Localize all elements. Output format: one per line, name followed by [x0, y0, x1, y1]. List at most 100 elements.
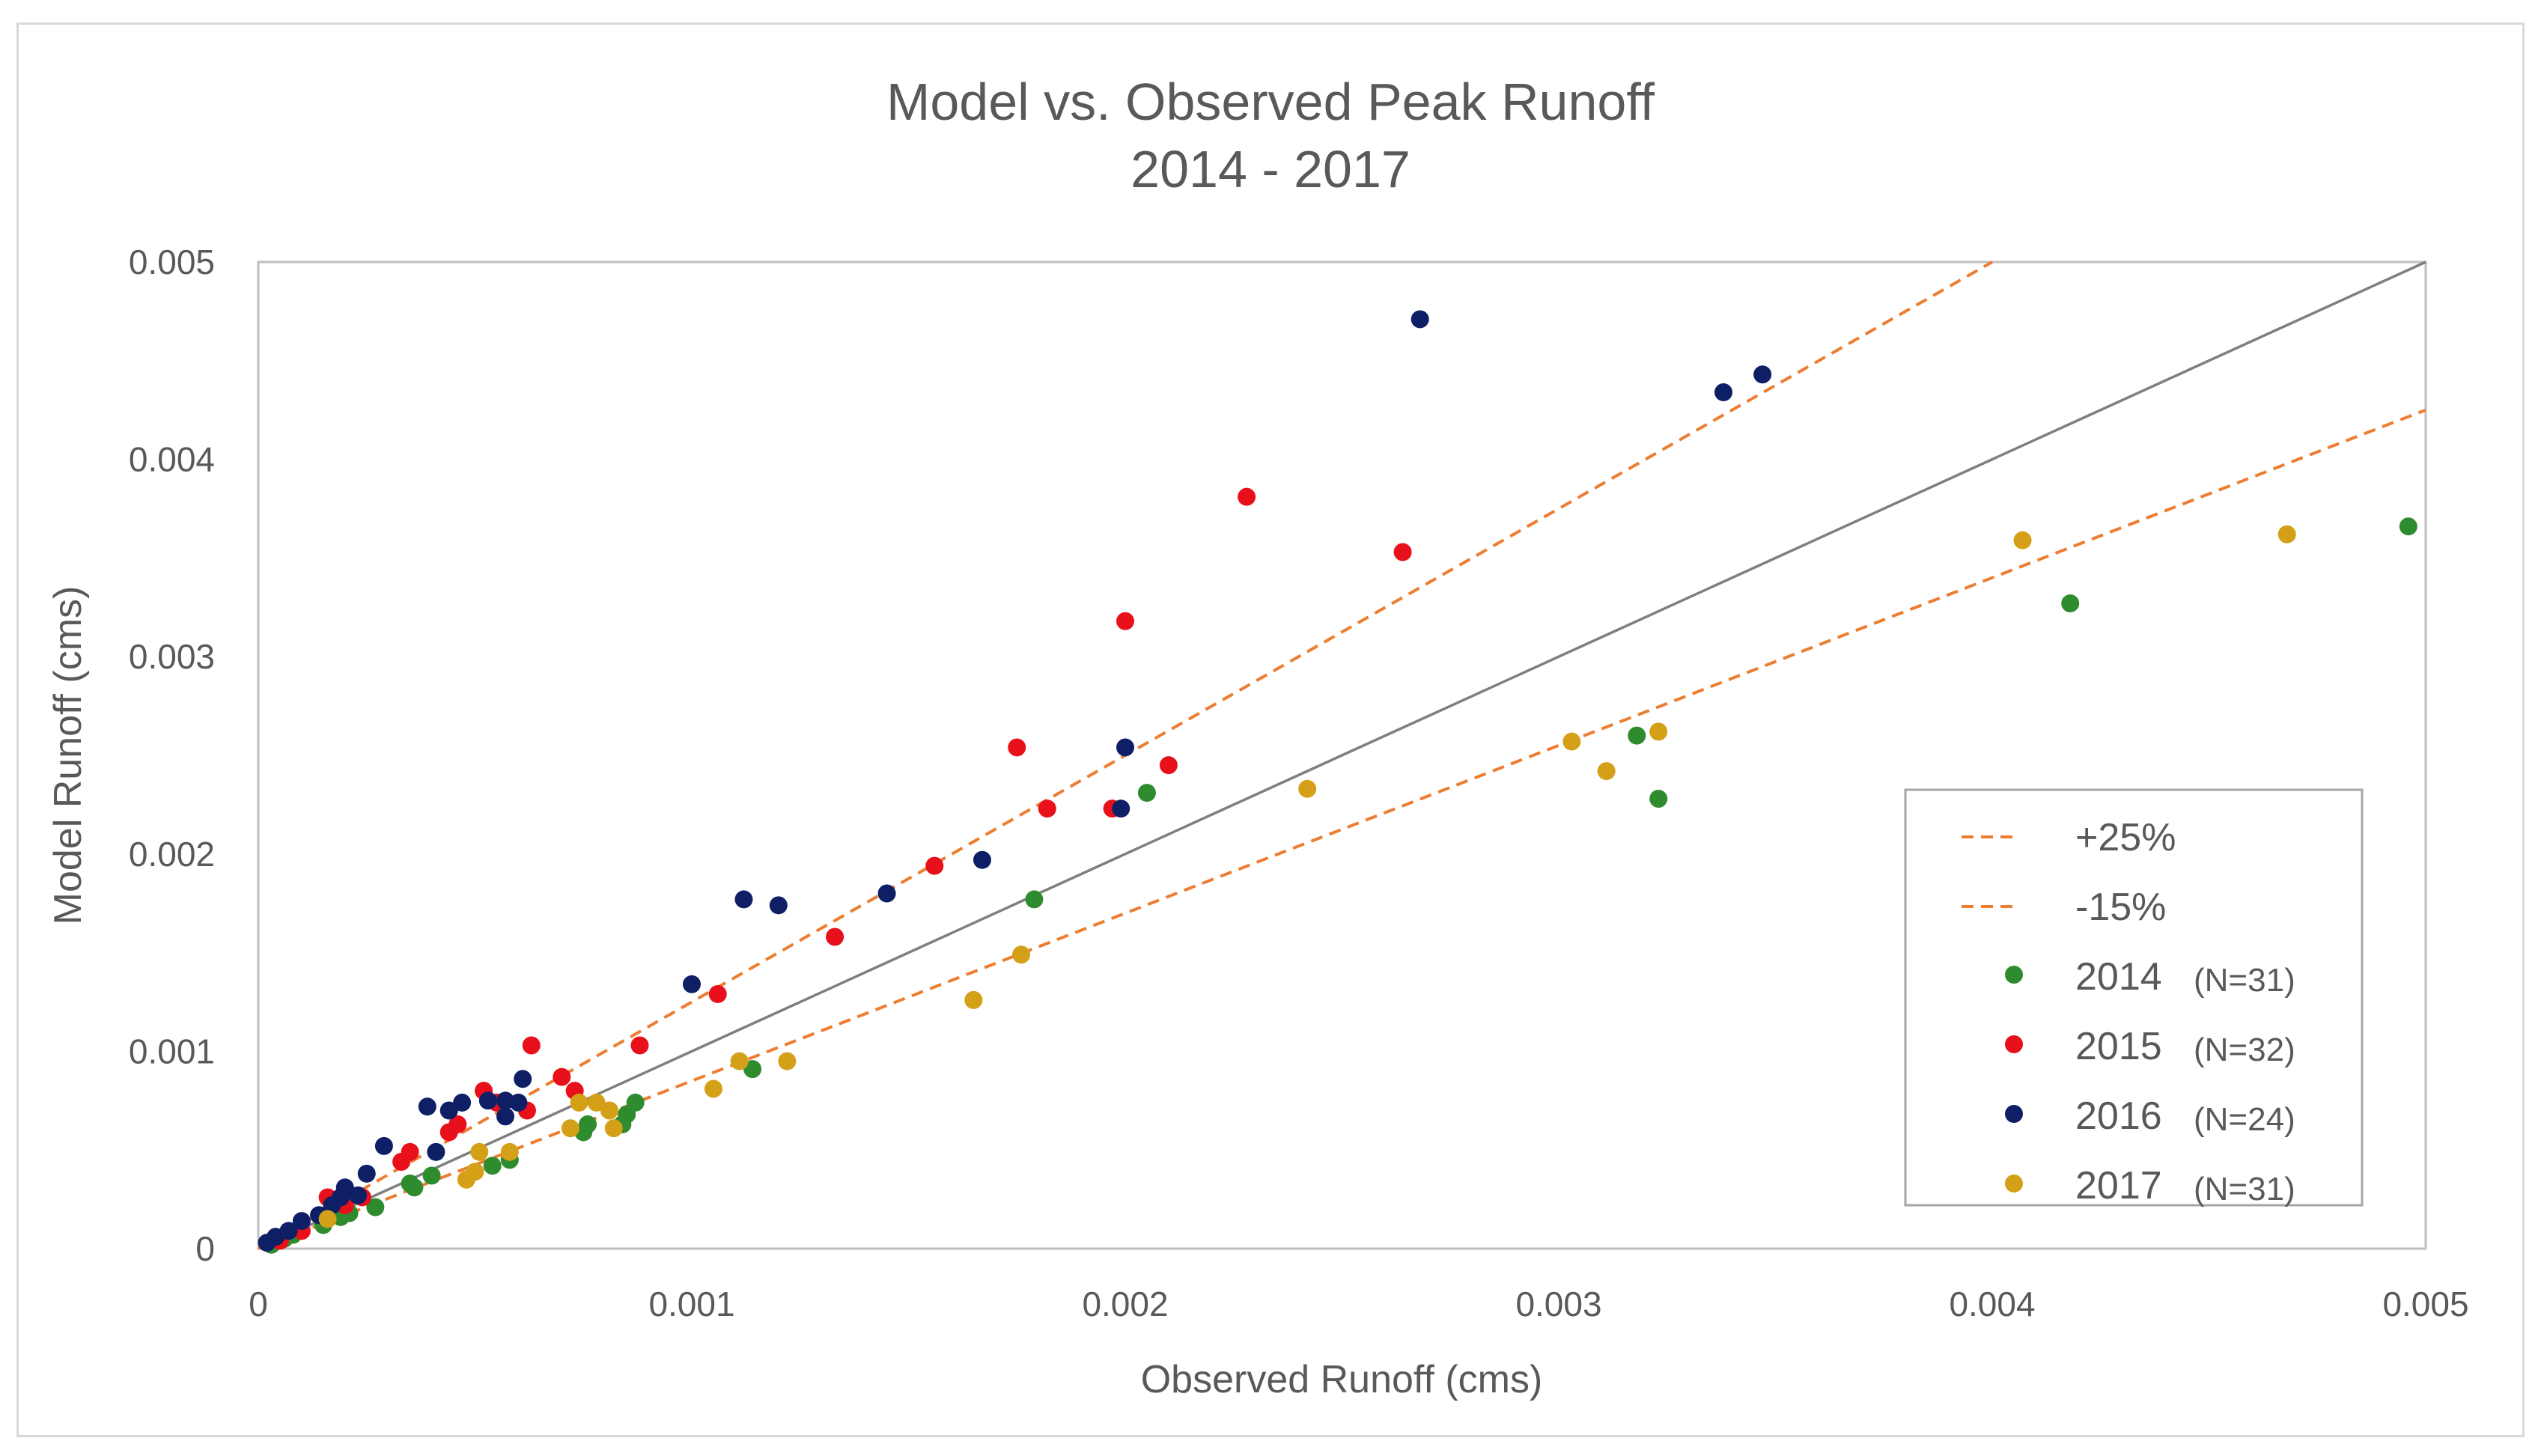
legend-count: (N=31) — [2194, 962, 2295, 999]
data-point-2017 — [1597, 762, 1616, 781]
data-point-2017 — [1562, 732, 1581, 751]
data-point-2017 — [561, 1119, 579, 1138]
data-point-2017 — [587, 1093, 606, 1112]
reference-line-1 — [258, 261, 2426, 1250]
data-point-2017 — [1012, 945, 1031, 964]
y-tick-label: 0.005 — [129, 243, 215, 281]
x-axis-ticks: 0 0.001 0.002 0.003 0.004 0.005 — [249, 1285, 2468, 1324]
legend-count: (N=32) — [2194, 1032, 2295, 1068]
data-point-2016 — [374, 1136, 393, 1155]
data-point-2014 — [422, 1166, 441, 1185]
plot-area — [257, 261, 2427, 1250]
data-point-2017 — [1298, 779, 1317, 798]
x-tick-label: 0.003 — [1515, 1285, 1601, 1324]
data-point-2016 — [292, 1212, 311, 1231]
data-point-2014 — [1628, 726, 1646, 745]
legend-label: +25% — [2075, 816, 2176, 859]
data-point-2015 — [630, 1036, 649, 1055]
y-axis-ticks: 0 0.001 0.002 0.003 0.004 0.005 — [129, 243, 215, 1268]
y-tick-label: 0.004 — [129, 440, 215, 479]
data-point-2016 — [1112, 799, 1130, 818]
data-point-2016 — [514, 1070, 532, 1088]
x-tick-label: 0.004 — [1949, 1285, 2035, 1324]
data-point-2014 — [2399, 517, 2417, 536]
legend-label: 2016 — [2075, 1094, 2162, 1138]
legend-count: (N=24) — [2194, 1101, 2295, 1138]
data-points — [258, 310, 2417, 1254]
y-tick-label: 0 — [195, 1229, 215, 1268]
legend-items: +25% -15% 2014 (N=31) 2015 (N=32) 2016 (N=24) 20… — [1962, 816, 2295, 1207]
data-point-2014 — [1649, 789, 1668, 808]
data-point-2014 — [2061, 594, 2080, 613]
data-point-2017 — [570, 1093, 588, 1112]
data-point-2016 — [335, 1178, 354, 1197]
data-point-2016 — [357, 1164, 376, 1183]
data-point-2014 — [366, 1198, 385, 1216]
data-point-2016 — [439, 1101, 458, 1120]
data-point-2014 — [626, 1093, 645, 1112]
data-point-2016 — [453, 1093, 472, 1112]
data-point-2017 — [2277, 525, 2296, 543]
y-tick-label: 0.002 — [129, 835, 215, 874]
data-point-2015 — [925, 856, 944, 875]
data-point-2017 — [704, 1079, 722, 1098]
data-point-2016 — [973, 850, 991, 869]
reference-line-3 — [258, 408, 2426, 1250]
data-point-2015 — [1159, 756, 1178, 775]
legend-label: 2017 — [2075, 1164, 2162, 1207]
data-point-2014 — [743, 1060, 762, 1079]
data-point-2016 — [478, 1091, 497, 1110]
data-point-2016 — [683, 975, 701, 993]
chart-title-line-2: 2014 - 2017 — [1130, 140, 1411, 198]
x-axis-label: Observed Runoff (cms) — [1141, 1358, 1543, 1401]
data-point-2017 — [500, 1142, 519, 1161]
data-point-2017 — [1649, 722, 1668, 741]
data-point-2014 — [1025, 890, 1044, 909]
data-point-2016 — [418, 1097, 436, 1116]
data-point-2017 — [600, 1101, 618, 1120]
data-point-2016 — [279, 1222, 298, 1240]
data-point-2017 — [470, 1142, 489, 1161]
data-point-2014 — [405, 1178, 424, 1197]
data-point-2014 — [483, 1157, 502, 1175]
data-point-2017 — [604, 1119, 623, 1138]
legend-marker-2017 — [2005, 1175, 2023, 1192]
legend-marker-2016 — [2005, 1105, 2023, 1123]
x-tick-label: 0 — [249, 1285, 268, 1324]
data-point-2015 — [1393, 543, 1412, 561]
legend-count: (N=31) — [2194, 1171, 2295, 1207]
data-point-2016 — [734, 890, 753, 909]
chart-title-line-1: Model vs. Observed Peak Runoff — [886, 73, 1655, 131]
data-point-2015 — [826, 927, 845, 946]
data-point-2016 — [877, 884, 896, 903]
y-axis-label: Model Runoff (cms) — [46, 586, 90, 925]
legend-marker-2015 — [2005, 1035, 2023, 1053]
x-tick-label: 0.001 — [648, 1285, 734, 1324]
data-point-2017 — [964, 990, 983, 1009]
data-point-2017 — [2013, 531, 2032, 549]
data-point-2017 — [778, 1052, 797, 1070]
legend-label: 2014 — [2075, 955, 2162, 999]
data-point-2016 — [769, 896, 788, 915]
legend-label: -15% — [2075, 886, 2166, 929]
x-tick-label: 0.005 — [2382, 1285, 2468, 1324]
data-point-2016 — [427, 1142, 445, 1161]
data-point-2015 — [1238, 487, 1256, 506]
series-2016 — [258, 310, 1772, 1252]
data-point-2017 — [318, 1210, 337, 1228]
legend-marker-2014 — [2005, 966, 2023, 984]
data-point-2015 — [1116, 612, 1134, 630]
data-point-2015 — [522, 1036, 541, 1055]
data-point-2016 — [1714, 383, 1733, 401]
y-tick-label: 0.001 — [129, 1032, 215, 1070]
data-point-2015 — [448, 1115, 467, 1133]
data-point-2015 — [401, 1142, 419, 1161]
data-point-2016 — [1116, 738, 1134, 757]
data-point-2017 — [466, 1163, 484, 1181]
data-point-2015 — [1008, 738, 1026, 757]
data-point-2015 — [708, 984, 727, 1003]
data-point-2014 — [579, 1115, 597, 1133]
data-point-2016 — [496, 1107, 515, 1126]
data-point-2014 — [1137, 784, 1156, 802]
